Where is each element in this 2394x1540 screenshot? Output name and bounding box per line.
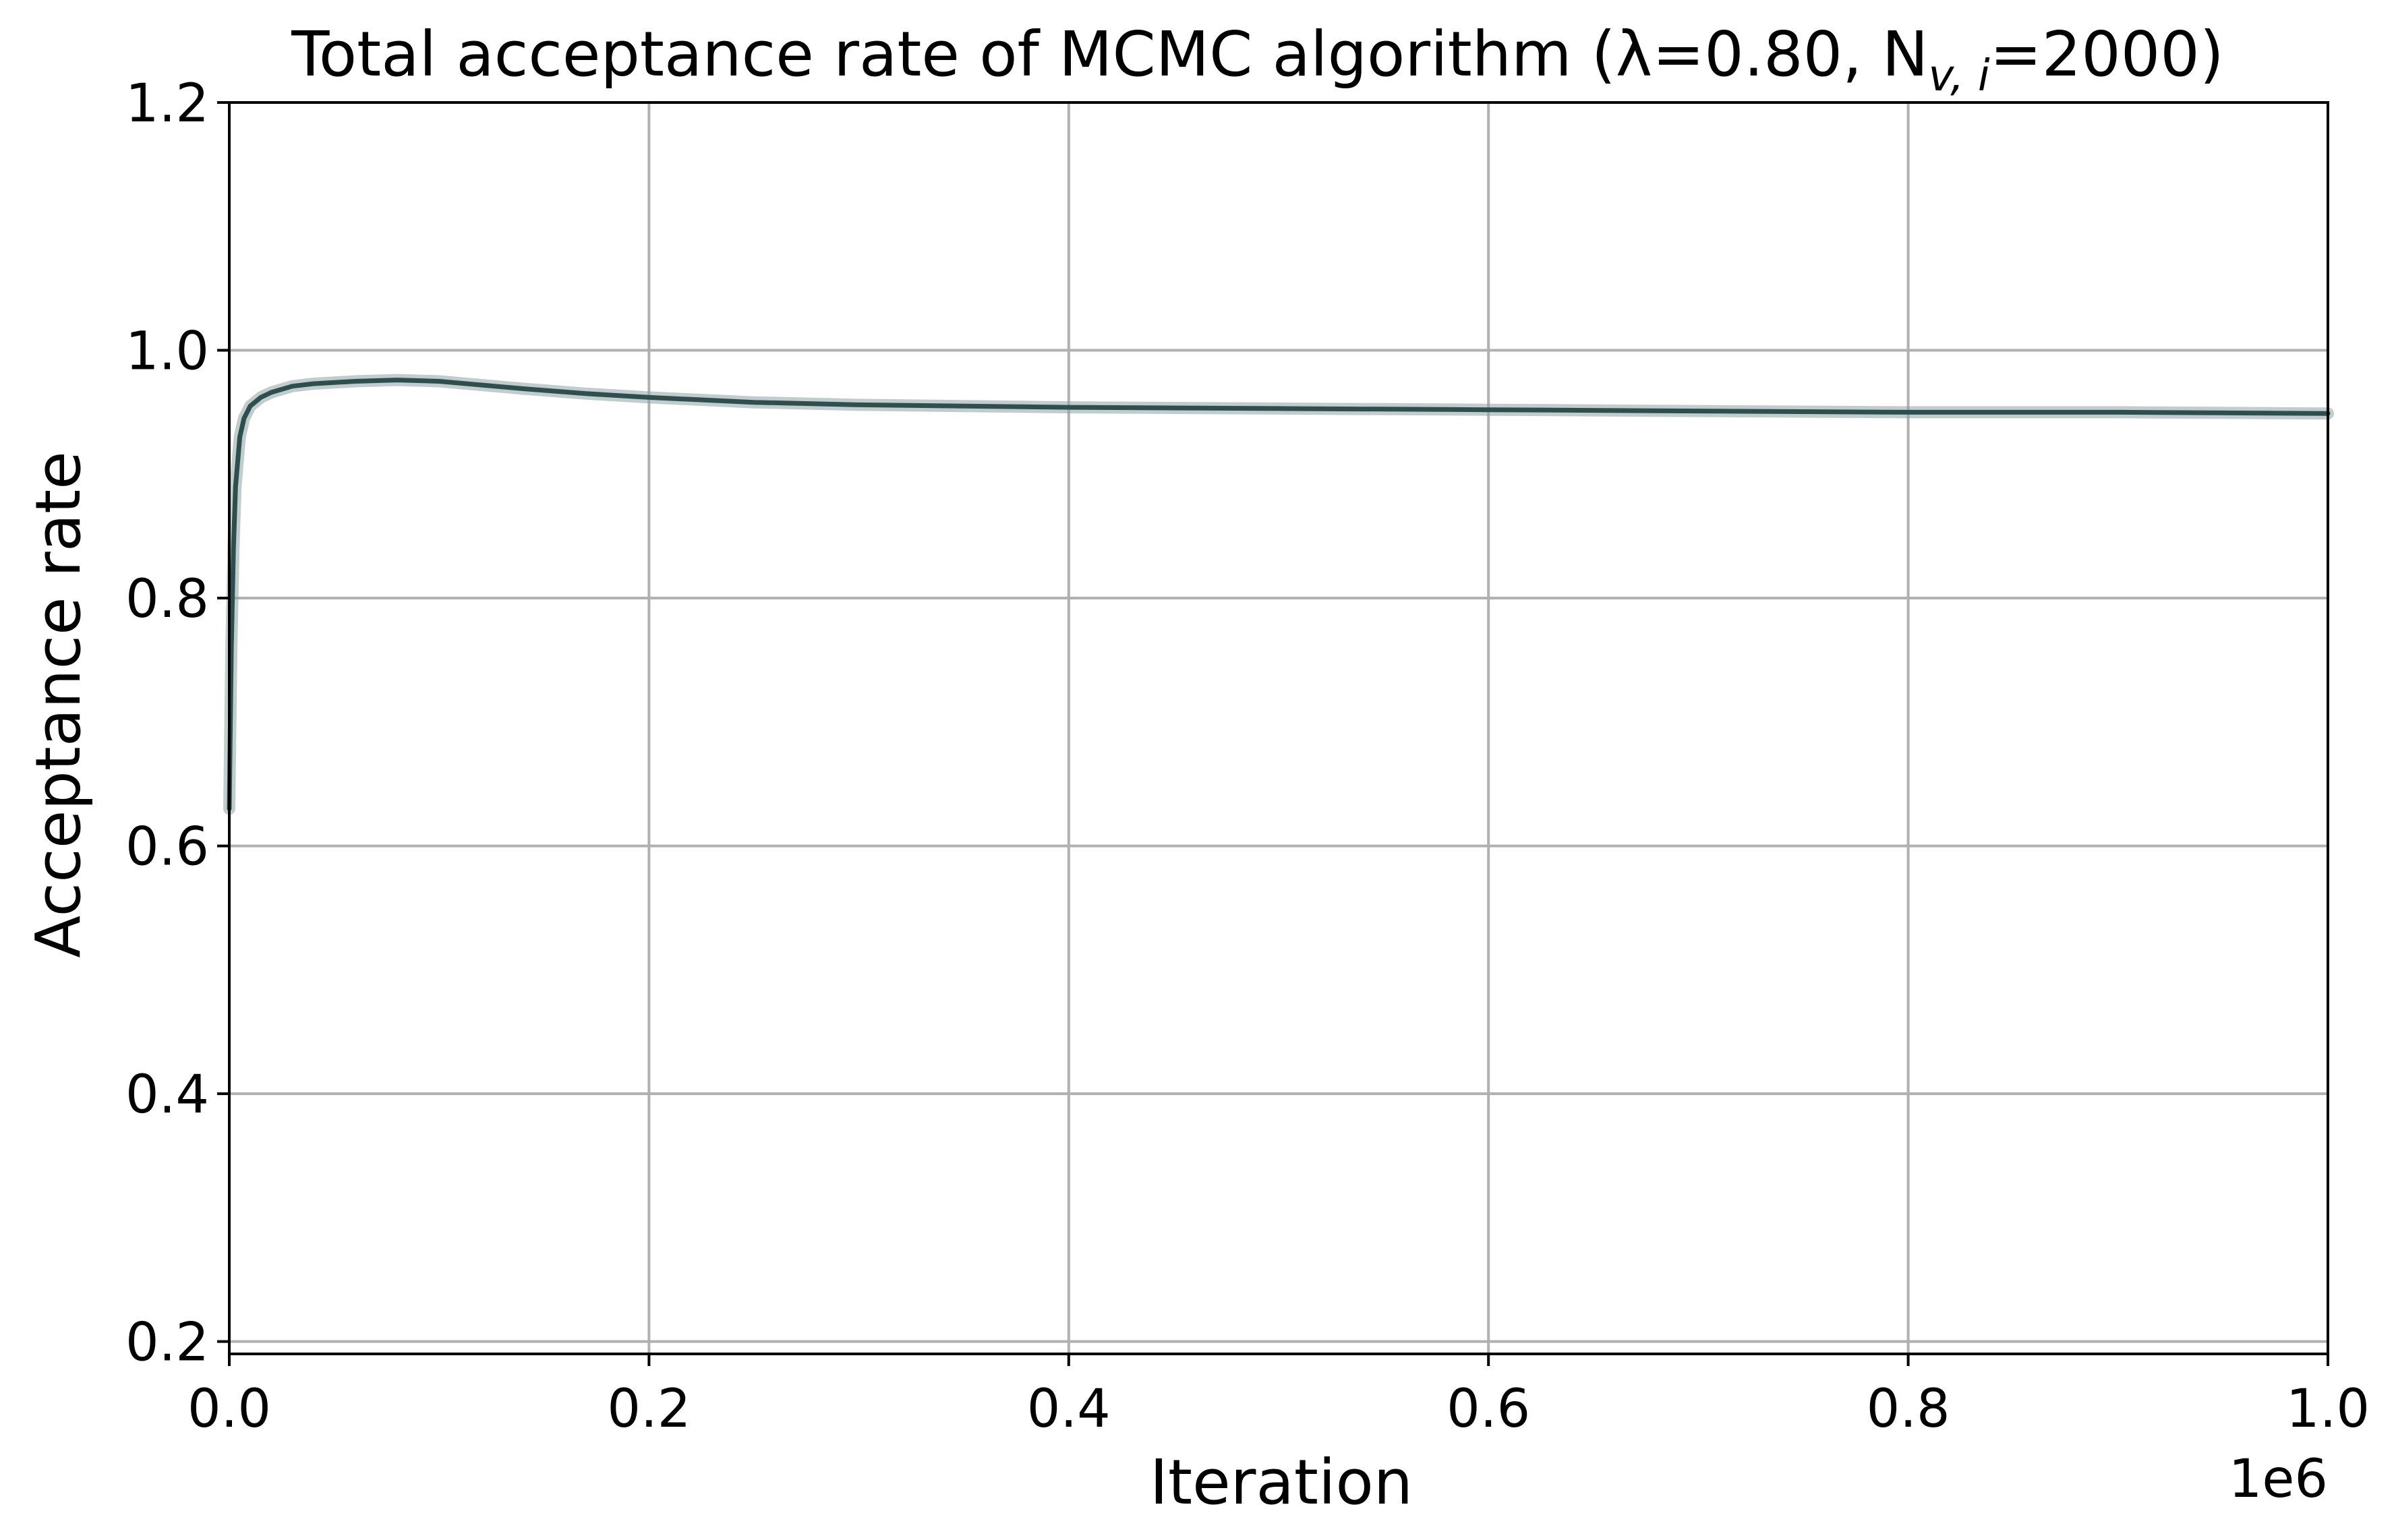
y-tick-label: 1.2 bbox=[125, 73, 209, 134]
x-tick-label: 0.4 bbox=[1027, 1379, 1111, 1440]
x-offset-label: 1e6 bbox=[2229, 1449, 2328, 1510]
chart-title-subscript: v, i bbox=[1928, 51, 1989, 101]
plot-frame bbox=[228, 101, 2329, 1355]
grid-lines bbox=[228, 101, 2329, 1354]
axis-ticks: 0.0 0.2 0.4 0.6 0.8 1.00.20.40.60.81.01.2 bbox=[125, 73, 2370, 1440]
x-tick-label: 0.8 bbox=[1867, 1379, 1950, 1440]
series-band bbox=[223, 374, 2334, 815]
y-tick-label: 0.6 bbox=[125, 817, 209, 878]
y-axis-label: Acceptance rate bbox=[22, 451, 94, 958]
y-tick-label: 0.4 bbox=[125, 1065, 209, 1125]
chart-title-suffix: =2000) bbox=[1990, 18, 2224, 90]
y-tick-label: 0.8 bbox=[125, 569, 209, 630]
chart-title: Total acceptance rate of MCMC algorithm … bbox=[291, 18, 2223, 101]
x-tick-label: 0.6 bbox=[1447, 1379, 1530, 1440]
x-tick-label: 1.0 bbox=[2286, 1379, 2370, 1440]
chart-title-main: Total acceptance rate of MCMC algorithm … bbox=[291, 18, 1928, 90]
y-tick-label: 1.0 bbox=[125, 322, 209, 382]
x-axis-label: Iteration bbox=[1150, 1446, 1413, 1518]
x-tick-label: 0.0 bbox=[187, 1379, 271, 1440]
confidence-band bbox=[223, 374, 2334, 815]
series-lines bbox=[227, 378, 2331, 811]
x-tick-label: 0.2 bbox=[607, 1379, 691, 1440]
y-tick-label: 0.2 bbox=[125, 1313, 209, 1373]
series-line bbox=[227, 378, 2331, 811]
